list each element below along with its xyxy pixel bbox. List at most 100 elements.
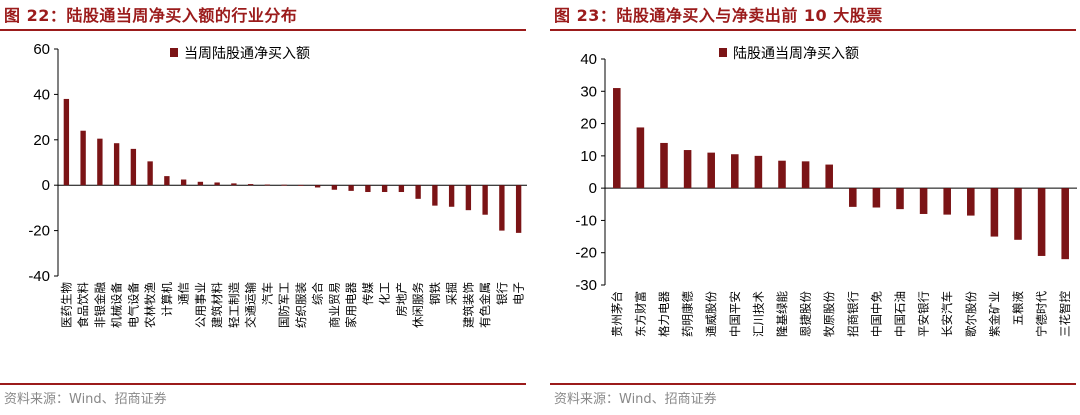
category-label: 平安银行 <box>917 291 931 337</box>
bar <box>264 184 271 186</box>
source-note: 资料来源：Wind、招商证券 <box>554 392 717 407</box>
category-label: 化工 <box>378 282 392 305</box>
source-note: 资料来源：Wind、招商证券 <box>4 392 167 407</box>
bar <box>754 155 763 189</box>
bar <box>1037 188 1046 256</box>
chart-panel-left: 图 22：陆股通当周净买入额的行业分布 60 40 20 0 -20 -40 医药生物 食品饮… <box>0 0 530 415</box>
chart-title: 图 22：陆股通当周净买入额的行业分布 <box>4 6 298 25</box>
category-label: 国防军工 <box>277 282 291 328</box>
category-label: 中国平安 <box>728 291 742 337</box>
bar <box>298 184 304 186</box>
y-tick-label: 40 <box>580 51 597 68</box>
category-label: 家用电器 <box>344 282 358 328</box>
category-label: 中国中免 <box>869 291 883 337</box>
category-label: 恩捷股份 <box>799 291 813 337</box>
y-tick-label: 60 <box>33 41 50 58</box>
y-tick-label: -10 <box>575 212 597 229</box>
legend-label: 陆股通当周净买入额 <box>733 46 859 62</box>
bar <box>164 176 170 186</box>
y-tick-label: 20 <box>580 116 597 133</box>
bar <box>707 152 715 189</box>
bar <box>365 185 371 193</box>
category-label: 钢铁 <box>428 282 442 305</box>
bar <box>331 185 338 190</box>
bar <box>778 160 786 189</box>
title-rule <box>0 29 526 31</box>
bar <box>214 182 220 186</box>
category-label: 三花智控 <box>1058 291 1072 337</box>
category-label: 休闲服务 <box>411 282 425 328</box>
category-label: 贵州茅台 <box>610 291 624 337</box>
category-label: 五粮液 <box>1011 291 1025 326</box>
category-label: 紫金矿业 <box>987 291 1001 337</box>
bar <box>943 188 951 215</box>
bar <box>919 188 928 214</box>
y-tick-label: -40 <box>28 268 50 285</box>
category-label: 综合 <box>311 282 325 305</box>
bar <box>113 143 120 186</box>
category-label: 牧原股份 <box>822 291 836 337</box>
category-label: 机械设备 <box>110 282 124 328</box>
category-label: 计算机 <box>160 282 174 317</box>
category-label: 轻工制造 <box>227 282 241 328</box>
y-tick-label: -20 <box>575 245 597 262</box>
category-label: 采掘 <box>445 282 459 305</box>
category-label: 汇川技术 <box>751 291 765 337</box>
bar <box>147 161 153 186</box>
bar <box>613 88 621 189</box>
category-label: 药明康德 <box>681 291 695 337</box>
bar <box>990 188 999 237</box>
bar <box>801 161 810 189</box>
y-tick-label: 10 <box>580 148 597 165</box>
y-tick-label: 0 <box>42 177 50 194</box>
bar <box>872 188 881 208</box>
bar <box>180 179 187 186</box>
bar <box>432 185 438 206</box>
category-label: 医药生物 <box>59 282 73 328</box>
bar <box>348 185 354 191</box>
category-label: 歌尔股份 <box>964 291 978 337</box>
bar <box>314 185 321 188</box>
bar <box>97 138 103 186</box>
bar <box>465 185 472 211</box>
category-label: 建筑材料 <box>210 282 224 328</box>
y-tick-label: -20 <box>28 223 50 240</box>
y-tick-label: 30 <box>580 83 597 100</box>
bar <box>130 148 137 186</box>
legend-swatch <box>719 48 727 57</box>
bar <box>80 130 86 186</box>
category-label: 非银金融 <box>93 282 107 328</box>
bar <box>660 142 668 189</box>
bar <box>381 185 388 193</box>
category-label: 通威股份 <box>704 291 718 337</box>
category-label: 通信 <box>177 282 191 305</box>
bar <box>636 127 645 189</box>
category-label: 纺织服装 <box>294 282 308 328</box>
chart-canvas: 60 40 20 0 -20 -40 医药生物 食品饮料 非银金融 机械设备 电气设备 农林牧渔 计算机… <box>28 41 527 328</box>
category-label: 银行 <box>495 282 509 305</box>
bar <box>247 184 254 186</box>
legend-swatch <box>170 48 178 57</box>
chart-title: 图 23：陆股通净买入与净卖出前 10 大股票 <box>554 6 883 25</box>
category-label: 长安汽车 <box>940 291 954 337</box>
category-label: 建筑装饰 <box>461 282 475 328</box>
bar <box>825 164 833 189</box>
category-label: 食品饮料 <box>76 282 90 328</box>
bar <box>1061 188 1069 260</box>
legend-label: 当周陆股通净买入额 <box>184 46 310 62</box>
category-label: 公用事业 <box>193 282 207 328</box>
bar <box>1014 188 1022 240</box>
y-tick-label: -30 <box>575 277 597 294</box>
category-label: 格力电器 <box>657 291 671 337</box>
bar <box>63 98 70 186</box>
bar <box>515 185 522 233</box>
bar <box>849 188 857 207</box>
bar <box>231 183 237 186</box>
category-label: 商业贸易 <box>327 282 341 328</box>
category-label: 房地产 <box>394 282 408 317</box>
category-label: 中国石油 <box>893 291 907 337</box>
bar <box>683 150 692 189</box>
bar <box>197 181 204 186</box>
bar <box>967 188 975 216</box>
